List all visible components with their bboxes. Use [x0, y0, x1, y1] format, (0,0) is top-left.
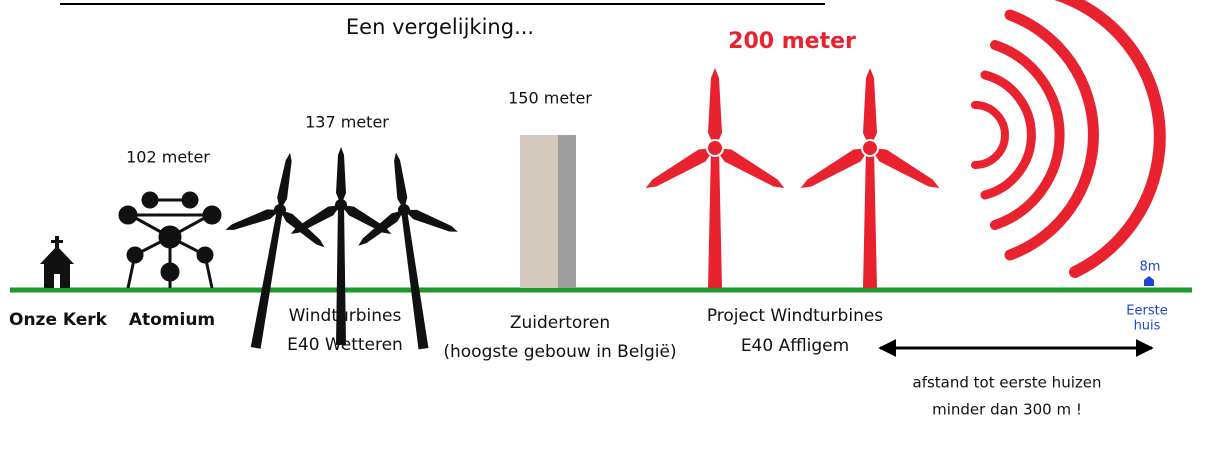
item-label: Windturbines: [289, 306, 402, 326]
page: Een vergelijking html, body { margin: 0;…: [0, 0, 1205, 461]
item-label: E40 Wetteren: [287, 335, 403, 355]
item-label: huis: [1134, 319, 1161, 334]
height-label: 137 meter: [305, 113, 389, 132]
item-label: Atomium: [129, 310, 215, 330]
item-label: (hoogste gebouw in België): [443, 342, 676, 362]
item-label: Onze Kerk: [9, 310, 108, 330]
noise-waves: [975, 0, 1160, 272]
height-label: 8m: [1140, 260, 1161, 275]
item-label: Zuidertoren: [510, 313, 610, 333]
distance-note: minder dan 300 m !: [932, 401, 1082, 419]
turbines-affligem: [642, 68, 943, 288]
infographic: Een vergelijking... 102 meter 137 met: [0, 0, 1205, 461]
zuidertoren: [520, 135, 576, 288]
item-label: Project Windturbines: [707, 306, 883, 326]
item-label: Eerste: [1126, 304, 1167, 319]
body: {"subtitle": "Een vergelijking...", "ite…: [0, 0, 1205, 461]
subtitle: Een vergelijking...: [346, 15, 534, 39]
house-icon: [1144, 276, 1154, 286]
height-label: 102 meter: [126, 148, 210, 167]
atomium: [120, 193, 220, 288]
distance-note: afstand tot eerste huizen: [913, 374, 1102, 392]
height-label: 150 meter: [508, 89, 592, 108]
church: [40, 236, 74, 288]
item-label: E40 Affligem: [741, 336, 849, 356]
height-label: 200 meter: [728, 29, 856, 54]
